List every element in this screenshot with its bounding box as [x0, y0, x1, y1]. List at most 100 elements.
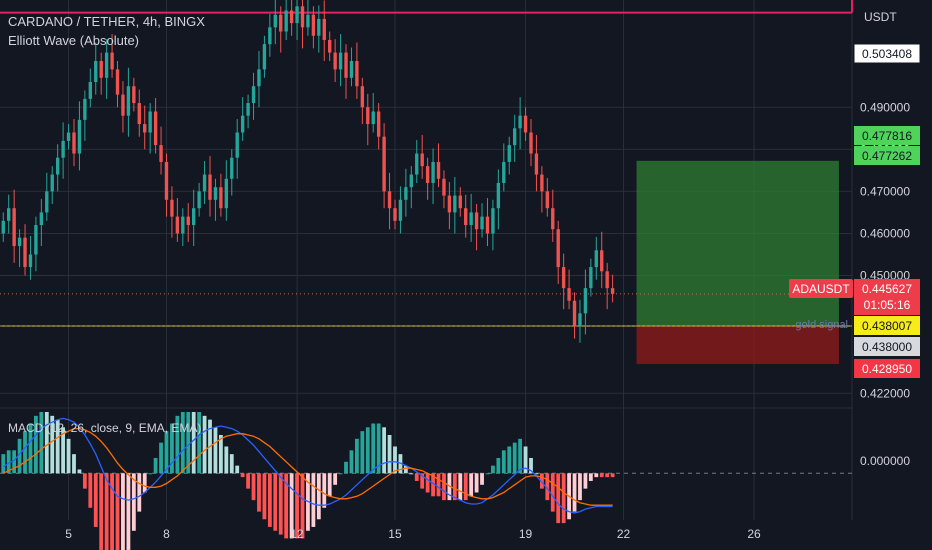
- candle-body-2: [12, 208, 16, 247]
- svg-text:01:05:16: 01:05:16: [864, 298, 911, 312]
- support-tag: 0.438000: [854, 337, 920, 356]
- candle-body-10: [55, 157, 60, 175]
- time-tick-2: 12: [290, 527, 304, 541]
- macd-hist-bar-23: [126, 473, 131, 550]
- candle-79: [431, 148, 435, 204]
- candle-body-12: [66, 132, 71, 141]
- macd-hist-bar-108: [588, 473, 593, 481]
- macd-label: MACD (12, 26, close, 9, EMA, EMA): [8, 421, 201, 435]
- candle-45: [246, 94, 250, 129]
- macd-hist-bar-84: [458, 473, 463, 501]
- candle-body-70: [382, 136, 386, 192]
- candle-9: [50, 166, 54, 204]
- candle-body-52: [284, 10, 288, 32]
- candle-body-53: [289, 10, 294, 24]
- candle-36: [197, 182, 201, 217]
- candle-107: [583, 269, 588, 335]
- candle-body-73: [398, 199, 403, 221]
- candle-body-55: [300, 6, 305, 28]
- macd-hist-bar-101: [550, 473, 555, 512]
- candle-body-28: [153, 111, 158, 146]
- macd-hist-bar-68: [371, 423, 376, 474]
- candle-body-51: [279, 14, 283, 32]
- candle-body-110: [600, 250, 604, 272]
- candle-82: [447, 182, 452, 230]
- last-price-tag: 0.445627 01:05:16: [854, 279, 920, 315]
- macd-hist-bar-91: [496, 457, 501, 474]
- indicator-label: Elliott Wave (Absolute): [8, 33, 139, 48]
- candle-69: [376, 103, 381, 150]
- candle-body-95: [518, 115, 522, 129]
- candle-84: [458, 187, 462, 217]
- candle-body-61: [333, 52, 337, 70]
- candle-89: [485, 198, 490, 247]
- macd-hist-bar-8: [44, 412, 49, 474]
- candle-67: [366, 93, 370, 146]
- candle-31: [170, 186, 174, 238]
- macd-hist-bar-37: [202, 415, 207, 474]
- macd-hist-bar-34: [186, 412, 191, 474]
- gold-signal-tag: 0.438007: [854, 316, 920, 335]
- candle-94: [512, 114, 517, 162]
- macd-hist-bar-20: [110, 473, 114, 550]
- macd-hist-bar-40: [218, 434, 223, 474]
- symbol-tag[interactable]: ADAUSDT: [789, 279, 853, 298]
- candle-96: [523, 107, 528, 141]
- macd-hist-bar-111: [605, 473, 610, 478]
- macd-hist-bar-95: [518, 438, 523, 474]
- candle-body-35: [191, 208, 196, 226]
- candle-30: [164, 153, 169, 217]
- candle-71: [387, 172, 392, 230]
- candle-body-102: [556, 229, 560, 268]
- candle-66: [360, 77, 365, 125]
- macd-hist-bar-51: [278, 473, 283, 535]
- candle-13: [72, 119, 76, 167]
- macd-hist-bar-74: [403, 465, 408, 474]
- candle-53: [289, 0, 294, 36]
- candle-body-1: [7, 208, 11, 221]
- candle-body-111: [605, 271, 609, 289]
- candle-56: [306, 0, 310, 36]
- position-zones: [636, 160, 839, 365]
- candle-65: [355, 42, 359, 99]
- candle-34: [186, 203, 190, 242]
- candle-body-27: [148, 111, 152, 133]
- price-tick-2: 0.470000: [860, 184, 910, 198]
- candle-body-96: [523, 115, 528, 133]
- candle-33: [181, 208, 185, 247]
- macd-hist-bar-61: [333, 473, 338, 485]
- candle-body-11: [61, 140, 65, 158]
- candle-body-109: [594, 250, 598, 268]
- candle-86: [469, 193, 473, 242]
- candle-76: [415, 140, 419, 183]
- macd-hist-bar-47: [257, 473, 261, 512]
- candle-body-34: [186, 216, 190, 226]
- currency-label: USDT: [864, 10, 897, 24]
- candle-body-54: [295, 6, 299, 24]
- candle-18: [99, 52, 103, 95]
- time-tick-6: 26: [747, 527, 761, 541]
- macd-hist-bar-49: [267, 473, 272, 527]
- svg-text:0.438000: 0.438000: [862, 340, 912, 354]
- candle-108: [589, 258, 593, 297]
- candle-body-63: [344, 52, 348, 78]
- macd-hist-bar-88: [480, 473, 484, 485]
- candle-15: [83, 90, 87, 141]
- candle-body-0: [1, 220, 5, 234]
- price-tick-3: 0.460000: [860, 226, 910, 240]
- macd-hist-bar-42: [229, 454, 234, 474]
- candle-105: [572, 292, 577, 339]
- candle-14: [77, 101, 82, 171]
- macd-hist-bar-70: [382, 427, 387, 474]
- candle-52: [284, 0, 288, 40]
- macd-hist-bar-6: [34, 415, 38, 474]
- macd-pane: [0, 412, 852, 550]
- candle-85: [464, 194, 468, 238]
- candle-body-64: [349, 60, 354, 78]
- macd-hist-bar-25: [137, 473, 142, 512]
- macd-line: [2, 417, 613, 514]
- candle-body-107: [583, 288, 588, 314]
- candle-body-4: [23, 237, 27, 268]
- candle-body-8: [45, 191, 49, 213]
